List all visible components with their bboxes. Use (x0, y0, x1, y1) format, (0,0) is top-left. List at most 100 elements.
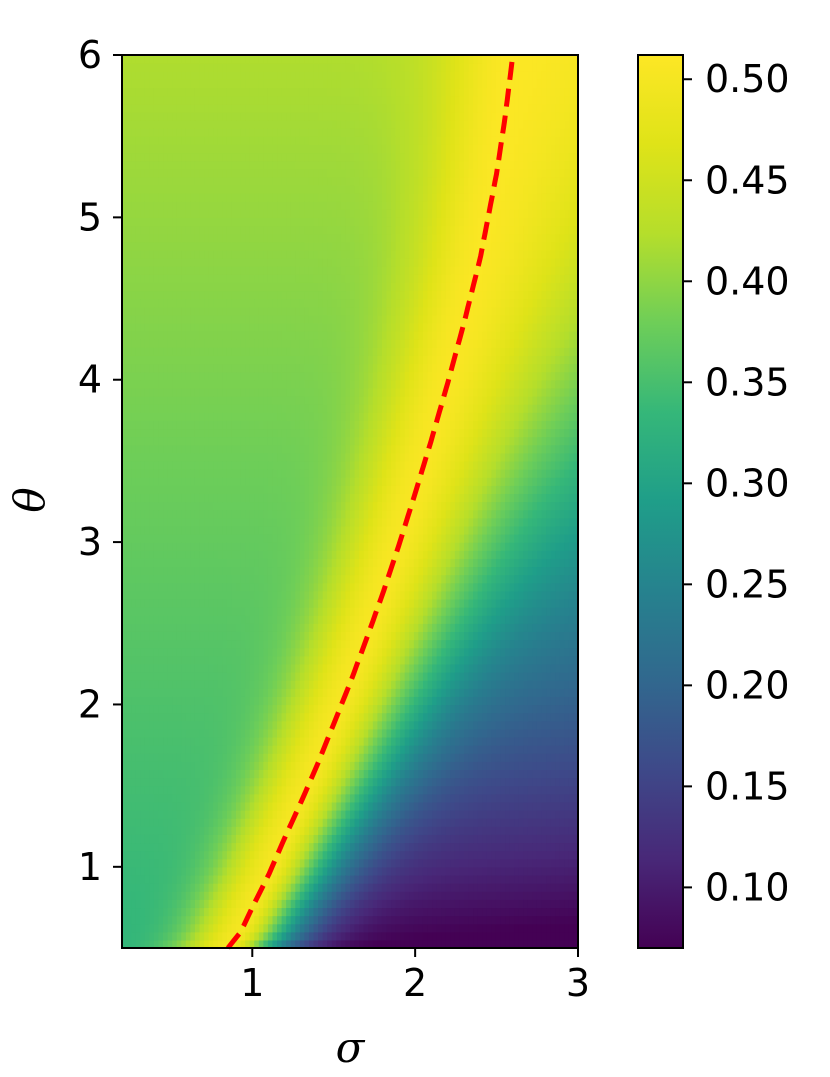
heatmap-cell (427, 809, 433, 819)
heatmap-cell (308, 874, 315, 884)
heatmap-cell (359, 753, 365, 762)
heatmap-cell (272, 582, 278, 592)
heatmap-cell (345, 931, 351, 941)
heatmap-cell (277, 923, 283, 933)
heatmap-cell (386, 663, 392, 673)
heatmap-cell (418, 931, 424, 941)
heatmap-cell (495, 907, 502, 917)
heatmap-cell (445, 607, 451, 616)
heatmap-cell (413, 639, 419, 649)
heatmap-cell (491, 761, 497, 770)
heatmap-cell (568, 891, 575, 900)
heatmap-cell (527, 663, 533, 673)
heatmap-cell (135, 607, 141, 616)
heatmap-cell (568, 777, 575, 787)
heatmap-cell (359, 680, 365, 689)
heatmap-cell (181, 647, 187, 657)
heatmap-cell (213, 558, 219, 568)
heatmap-cell (418, 809, 424, 819)
heatmap-cell (568, 842, 575, 852)
heatmap-cell (555, 866, 561, 876)
heatmap-cell (404, 655, 410, 665)
heatmap-cell (395, 607, 401, 616)
heatmap-cell (176, 663, 182, 673)
heatmap-cell (418, 736, 424, 746)
heatmap-cell (281, 655, 287, 665)
heatmap-cell (486, 826, 492, 835)
heatmap-cell (308, 696, 315, 706)
heatmap-cell (391, 866, 397, 876)
heatmap-cell (158, 939, 164, 948)
heatmap-cell (377, 809, 383, 819)
heatmap-cell (140, 891, 146, 900)
heatmap-cell (568, 907, 575, 917)
heatmap-cell (122, 866, 128, 876)
heatmap-cell (158, 850, 164, 860)
heatmap-cell (236, 777, 242, 787)
heatmap-cell (400, 785, 406, 795)
heatmap-cell (245, 793, 251, 803)
heatmap-cell (240, 680, 246, 689)
heatmap-cell (176, 574, 182, 584)
heatmap-cell (272, 834, 278, 844)
heatmap-cell (464, 704, 470, 714)
heatmap-cell (422, 663, 429, 673)
heatmap-cell (181, 826, 187, 835)
heatmap-cell (226, 736, 233, 746)
heatmap-cell (213, 939, 219, 948)
heatmap-cell (308, 785, 315, 795)
heatmap-cell (122, 777, 128, 787)
heatmap-cell (208, 891, 214, 900)
heatmap-cell (181, 736, 187, 746)
heatmap-cell (386, 842, 392, 852)
heatmap-cell (213, 907, 219, 917)
heatmap-cell (418, 720, 424, 730)
heatmap-cell (149, 655, 155, 665)
heatmap-cell (573, 639, 578, 649)
heatmap-cell (126, 566, 132, 576)
heatmap-cell (564, 558, 570, 568)
heatmap-cell (391, 680, 397, 689)
heatmap-cell (267, 834, 274, 844)
heatmap-cell (505, 826, 511, 835)
heatmap-cell (222, 842, 228, 852)
heatmap-cell (559, 753, 565, 762)
heatmap-cell (190, 793, 196, 803)
heatmap-cell (277, 891, 283, 900)
heatmap-cell (254, 598, 260, 608)
heatmap-cell (464, 753, 470, 762)
heatmap-cell (222, 639, 228, 649)
heatmap-cell (327, 818, 333, 827)
heatmap-cell (299, 923, 305, 933)
heatmap-cell (208, 866, 214, 876)
heatmap-cell (564, 542, 570, 551)
heatmap-cell (131, 801, 137, 811)
heatmap-cell (277, 915, 283, 925)
heatmap-cell (208, 680, 214, 689)
heatmap-cell (331, 655, 337, 665)
heatmap-cell (131, 850, 137, 860)
heatmap-cell (153, 574, 160, 584)
heatmap-cell (432, 923, 438, 933)
heatmap-cell (254, 582, 260, 592)
heatmap-cell (573, 915, 578, 925)
heatmap-cell (409, 769, 415, 779)
heatmap-cell (532, 590, 538, 600)
heatmap-cell (409, 663, 415, 673)
heatmap-cell (432, 761, 438, 770)
heatmap-cell (185, 542, 191, 551)
heatmap-cell (185, 915, 191, 925)
heatmap-cell (226, 826, 233, 835)
heatmap-cell (217, 883, 223, 892)
heatmap-cell (381, 834, 388, 844)
heatmap-cell (536, 842, 543, 852)
heatmap-cell (564, 712, 570, 722)
heatmap-cell (153, 801, 160, 811)
heatmap-cell (527, 826, 533, 835)
heatmap-cell (500, 558, 506, 568)
heatmap-cell (491, 696, 497, 706)
heatmap-cell (573, 647, 578, 657)
heatmap-cell (295, 850, 301, 860)
heatmap-cell (258, 728, 264, 738)
heatmap-cell (336, 631, 342, 641)
